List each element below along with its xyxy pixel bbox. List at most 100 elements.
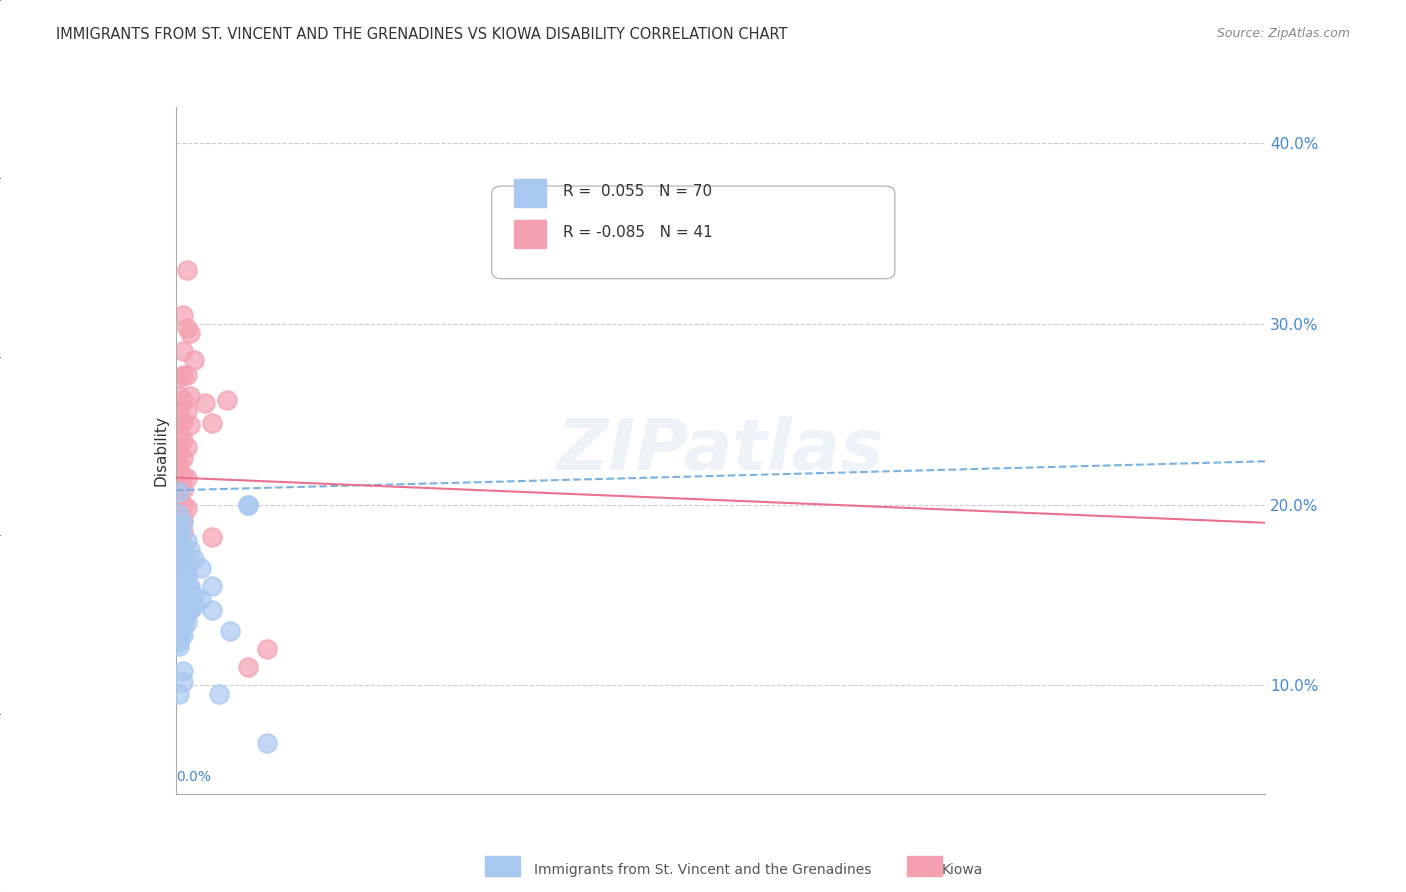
Point [169,516,191,530]
Point [176,533,198,548]
Point [169,632,191,646]
Point [169,483,191,498]
Point [256,736,278,750]
Point [179,579,201,593]
Point [176,403,198,417]
Point [169,552,191,566]
Point [238,498,260,512]
Point [238,660,260,674]
Point [169,417,191,431]
Point [169,621,191,635]
Point [172,552,194,566]
Point [169,549,191,563]
Point [179,326,201,340]
Point [176,262,198,277]
Point [169,570,191,584]
Point [169,440,191,454]
Point [172,483,194,498]
Point [190,591,212,606]
Point [179,418,201,433]
Point [169,371,191,385]
Point [172,628,194,642]
Bar [485,856,520,876]
Point [190,561,212,575]
Point [172,498,194,512]
Point [172,609,194,624]
Point [201,530,224,544]
Point [215,392,238,407]
Point [169,639,191,653]
Point [183,353,205,368]
Point [169,403,191,417]
Text: IMMIGRANTS FROM ST. VINCENT AND THE GRENADINES VS KIOWA DISABILITY CORRELATION C: IMMIGRANTS FROM ST. VINCENT AND THE GREN… [56,27,787,42]
Point [172,450,194,465]
Point [172,674,194,689]
Point [179,591,201,606]
Point [172,664,194,678]
Point [183,588,205,602]
Point [169,475,191,490]
Point [169,507,191,521]
Point [172,597,194,611]
Point [172,579,194,593]
Point [169,565,191,579]
Point [176,570,198,584]
Point [169,389,191,403]
Point [169,624,191,639]
Point [169,582,191,597]
Point [172,468,194,483]
Point [169,465,191,479]
Point [169,615,191,630]
Point [201,602,224,616]
Point [169,574,191,588]
Point [201,417,224,431]
Point [169,519,191,533]
Point [169,537,191,551]
Text: Immigrants from St. Vincent and the Grenadines: Immigrants from St. Vincent and the Gren… [534,863,872,877]
Point [172,524,194,539]
Point [176,470,198,484]
Point [172,512,194,526]
Point [169,579,191,593]
Point [172,344,194,359]
Text: ZIPatlas: ZIPatlas [557,416,884,485]
Point [169,530,191,544]
Point [169,505,191,519]
Point [169,602,191,616]
Point [172,602,194,616]
Point [169,628,191,642]
Point [194,396,217,410]
Point [169,588,191,602]
Point [176,588,198,602]
Point [172,433,194,447]
Point [172,574,194,588]
Point [172,584,194,599]
Point [169,606,191,620]
Point [172,566,194,581]
Point [176,597,198,611]
Point [169,635,191,649]
Point [183,599,205,613]
Point [172,615,194,630]
Point [201,579,224,593]
Point [176,501,198,516]
Point [169,447,191,461]
Text: 0.0%: 0.0% [176,770,211,784]
Point [219,624,242,639]
Point [176,561,198,575]
Point [176,320,198,334]
Point [169,524,191,539]
Point [169,552,191,566]
Point [169,688,191,702]
Point [172,308,194,322]
Point [179,542,201,557]
Text: Source: ZipAtlas.com: Source: ZipAtlas.com [1216,27,1350,40]
Bar [513,220,546,248]
Point [208,688,231,702]
Point [176,440,198,454]
Point [256,642,278,657]
Point [169,485,191,500]
Point [169,537,191,551]
Point [169,429,191,443]
Point [172,415,194,429]
